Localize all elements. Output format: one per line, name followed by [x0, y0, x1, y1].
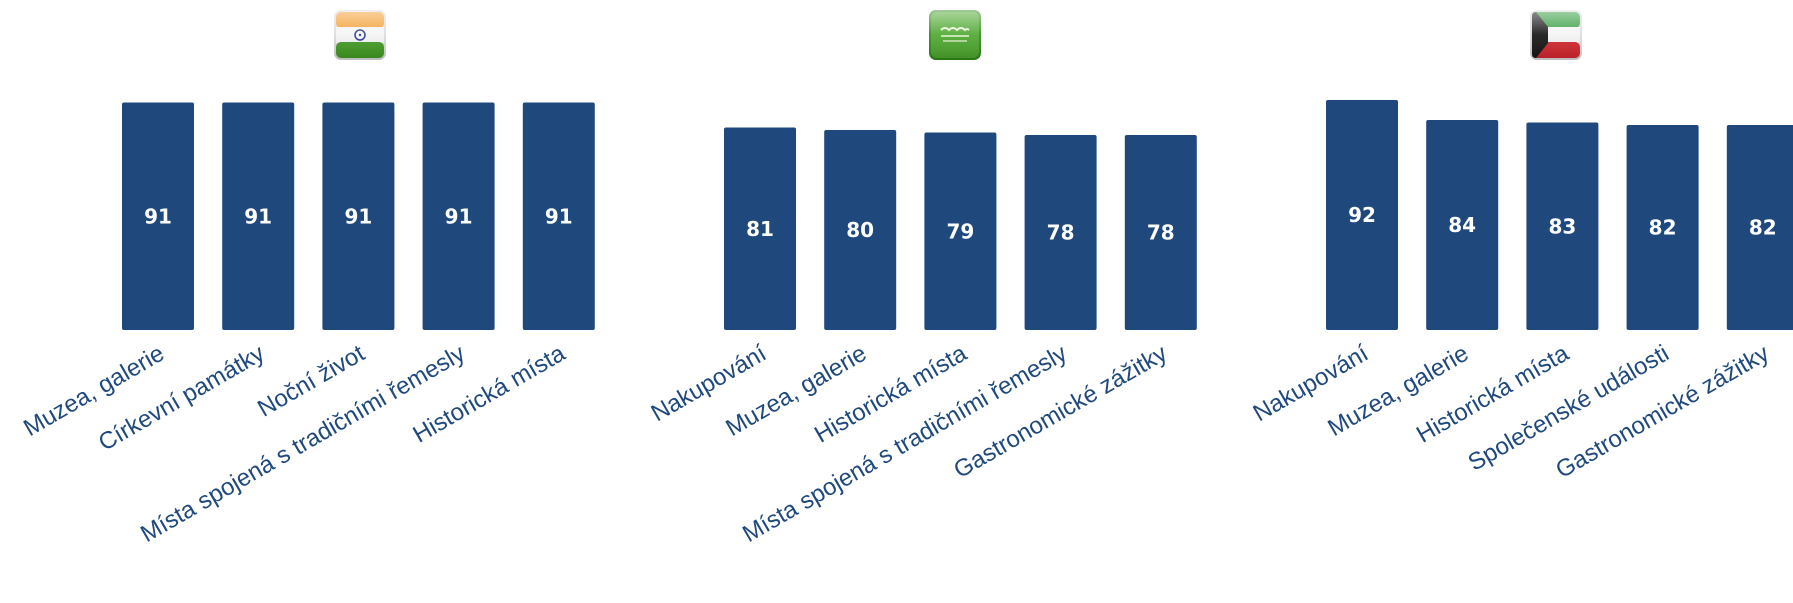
- data-label: 91: [344, 204, 372, 228]
- data-label: 91: [144, 204, 172, 228]
- data-label: 84: [1448, 213, 1476, 237]
- data-label: 80: [846, 218, 874, 242]
- data-label: 82: [1649, 216, 1677, 240]
- bar: [522, 102, 595, 330]
- data-label: 91: [244, 204, 272, 228]
- saudi-arabia-flag-icon: [929, 10, 981, 60]
- bar: [1526, 122, 1599, 330]
- bar: [322, 102, 395, 330]
- bar: [1024, 135, 1097, 330]
- bar: [1726, 125, 1793, 330]
- data-label: 83: [1548, 214, 1576, 238]
- bar: [422, 102, 495, 330]
- data-label: 79: [946, 219, 974, 243]
- bar: [924, 132, 997, 330]
- data-label: 91: [445, 204, 473, 228]
- data-label: 91: [545, 204, 573, 228]
- data-label: 78: [1147, 221, 1175, 245]
- bar: [122, 102, 194, 330]
- bar: [222, 102, 295, 330]
- bar: [724, 127, 796, 330]
- data-label: 81: [746, 217, 774, 241]
- data-label: 92: [1348, 203, 1376, 227]
- bar: [1426, 120, 1499, 330]
- kuwait-flag-icon: [1530, 10, 1582, 60]
- bar: [1626, 125, 1699, 330]
- category-label: Církevní památky: [94, 340, 269, 457]
- india-flag-icon: [334, 10, 386, 60]
- bar: [824, 130, 897, 330]
- data-label: 78: [1047, 221, 1075, 245]
- data-label: 82: [1749, 216, 1777, 240]
- bar: [1326, 100, 1398, 330]
- bar: [1124, 135, 1197, 330]
